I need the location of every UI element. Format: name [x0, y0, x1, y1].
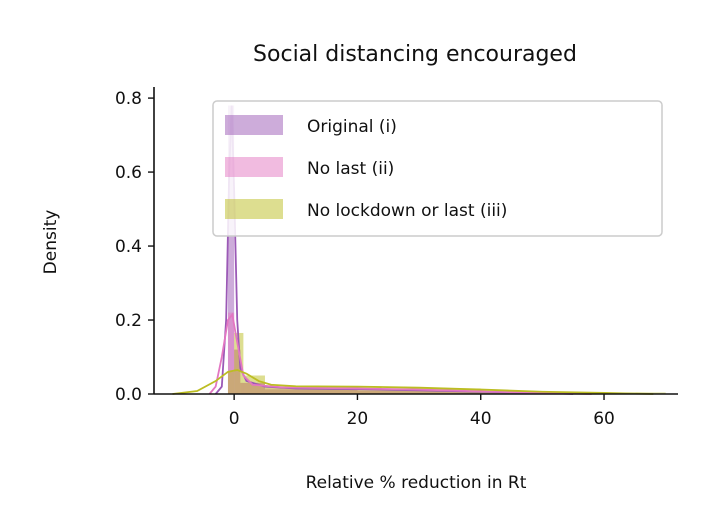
y-tick-label: 0.0 [115, 385, 142, 405]
legend-swatch-series-1 [225, 115, 283, 135]
legend-label-series-1: Original (i) [307, 117, 397, 137]
hist-bar-series-1-bin-1 [227, 105, 235, 395]
hist-bar-series-3-bin-4 [264, 386, 358, 394]
x-axis-label: Relative % reduction in Rt [306, 473, 527, 493]
y-axis-label: Density [41, 210, 61, 275]
ticks-layer: 0 20 40 60 0.0 0.2 0.4 0.6 0.8 [115, 89, 615, 429]
hist-bar-series-3-bin-2 [234, 332, 244, 394]
y-tick-label: 0.8 [115, 89, 142, 109]
y-tick-label: 0.2 [115, 311, 142, 331]
kde-line-series-3 [172, 369, 654, 395]
kde-line-series-2 [208, 312, 592, 395]
hist-bar-series-2-bin-1 [227, 312, 235, 394]
legend-items: Original (i) No last (ii) No lockdown or l… [225, 115, 507, 221]
x-tick-label: 40 [470, 409, 492, 429]
x-tick-label: 0 [229, 409, 240, 429]
legend-swatch-series-2 [225, 157, 283, 177]
hist-bar-series-3-bin-1 [227, 371, 235, 394]
legend-label-series-2: No last (ii) [307, 159, 394, 179]
legend-frame [212, 100, 663, 237]
x-tick-label: 60 [593, 409, 615, 429]
y-tick-label: 0.6 [115, 163, 142, 183]
legend: Original (i) No last (ii) No lockdown or l… [212, 100, 663, 237]
chart-title: Social distancing encouraged [253, 42, 577, 67]
kde-layer [172, 105, 654, 395]
legend-swatch-series-3 [225, 199, 283, 219]
hist-bar-series-3-bin-5 [357, 388, 481, 394]
x-tick-label: 20 [347, 409, 369, 429]
y-tick-label: 0.4 [115, 237, 142, 257]
legend-label-series-3: No lockdown or last (iii) [307, 201, 507, 221]
